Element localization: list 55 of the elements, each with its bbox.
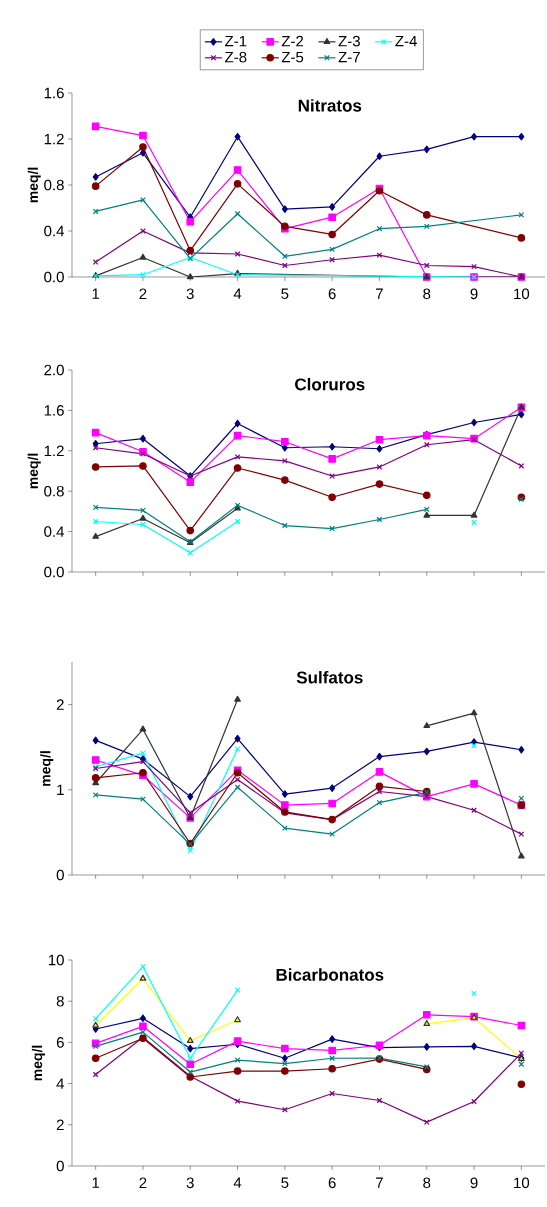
legend-label: Z-1 xyxy=(225,35,247,47)
x-tick-label: 2 xyxy=(139,1177,147,1188)
x-tick-label: 5 xyxy=(281,1177,289,1188)
x-tick-label: 10 xyxy=(514,1177,530,1189)
x-tick-label: 8 xyxy=(423,288,431,300)
y-tick-label: 4 xyxy=(56,1078,65,1089)
y-tick-label: 0.0 xyxy=(44,271,64,283)
y-tick-label: 1 xyxy=(57,784,64,795)
y-tick-label: 8 xyxy=(56,995,64,1007)
x-tick-label: 5 xyxy=(281,288,289,299)
x-tick-label: 3 xyxy=(186,1177,194,1189)
x-tick-label: 8 xyxy=(423,1177,431,1189)
y-tick-label: 0 xyxy=(56,869,64,881)
y-axis-title: meq/l xyxy=(40,751,54,786)
x-tick-label: 7 xyxy=(376,1177,383,1188)
x-tick-label: 10 xyxy=(514,288,530,300)
legend-label: Z-4 xyxy=(395,35,417,47)
y-tick-label: 6 xyxy=(56,1037,64,1048)
y-tick-label: 0.4 xyxy=(44,526,65,537)
y-tick-label: 1.2 xyxy=(44,445,64,457)
x-tick-label: 6 xyxy=(328,288,336,300)
legend-label: Z-8 xyxy=(225,51,247,63)
y-tick-label: 1.6 xyxy=(44,87,64,99)
x-tick-label: 2 xyxy=(139,288,147,299)
y-tick-label: 0.0 xyxy=(44,566,64,578)
y-tick-label: 0.8 xyxy=(44,485,64,497)
x-tick-label: 4 xyxy=(233,1177,242,1188)
y-axis-title: meq/l xyxy=(27,167,41,203)
x-tick-label: 9 xyxy=(470,1177,478,1189)
y-tick-label: 0.8 xyxy=(44,179,64,191)
y-tick-label: 0 xyxy=(56,1160,64,1172)
legend-label: Z-7 xyxy=(338,51,360,63)
y-tick-label: 10 xyxy=(48,954,64,966)
y-tick-label: 1.2 xyxy=(44,133,64,145)
x-tick-label: 1 xyxy=(92,1177,100,1188)
y-tick-label: 2 xyxy=(56,699,64,710)
chart-title: Bicarbonatos xyxy=(276,968,384,981)
x-tick-label: 1 xyxy=(92,288,100,299)
x-tick-label: 3 xyxy=(186,288,194,300)
y-axis-title: meq/l xyxy=(27,453,41,489)
legend-label: Z-5 xyxy=(281,51,304,63)
x-tick-label: 9 xyxy=(470,288,478,300)
y-axis-title: meq/l xyxy=(31,1045,45,1081)
chart-title: Sulfatos xyxy=(296,671,363,684)
legend-label: Z-2 xyxy=(281,35,304,47)
y-tick-label: 1.6 xyxy=(44,405,64,416)
y-tick-label: 2 xyxy=(56,1119,64,1131)
x-tick-label: 7 xyxy=(376,288,383,299)
y-tick-label: 0.4 xyxy=(44,225,65,237)
x-tick-label: 6 xyxy=(328,1177,336,1189)
x-tick-label: 4 xyxy=(233,288,242,299)
chart-title: Nitratos xyxy=(298,99,362,112)
legend-label: Z-3 xyxy=(338,35,360,47)
chart-title: Cloruros xyxy=(295,377,365,391)
y-tick-label: 2.0 xyxy=(44,364,64,376)
